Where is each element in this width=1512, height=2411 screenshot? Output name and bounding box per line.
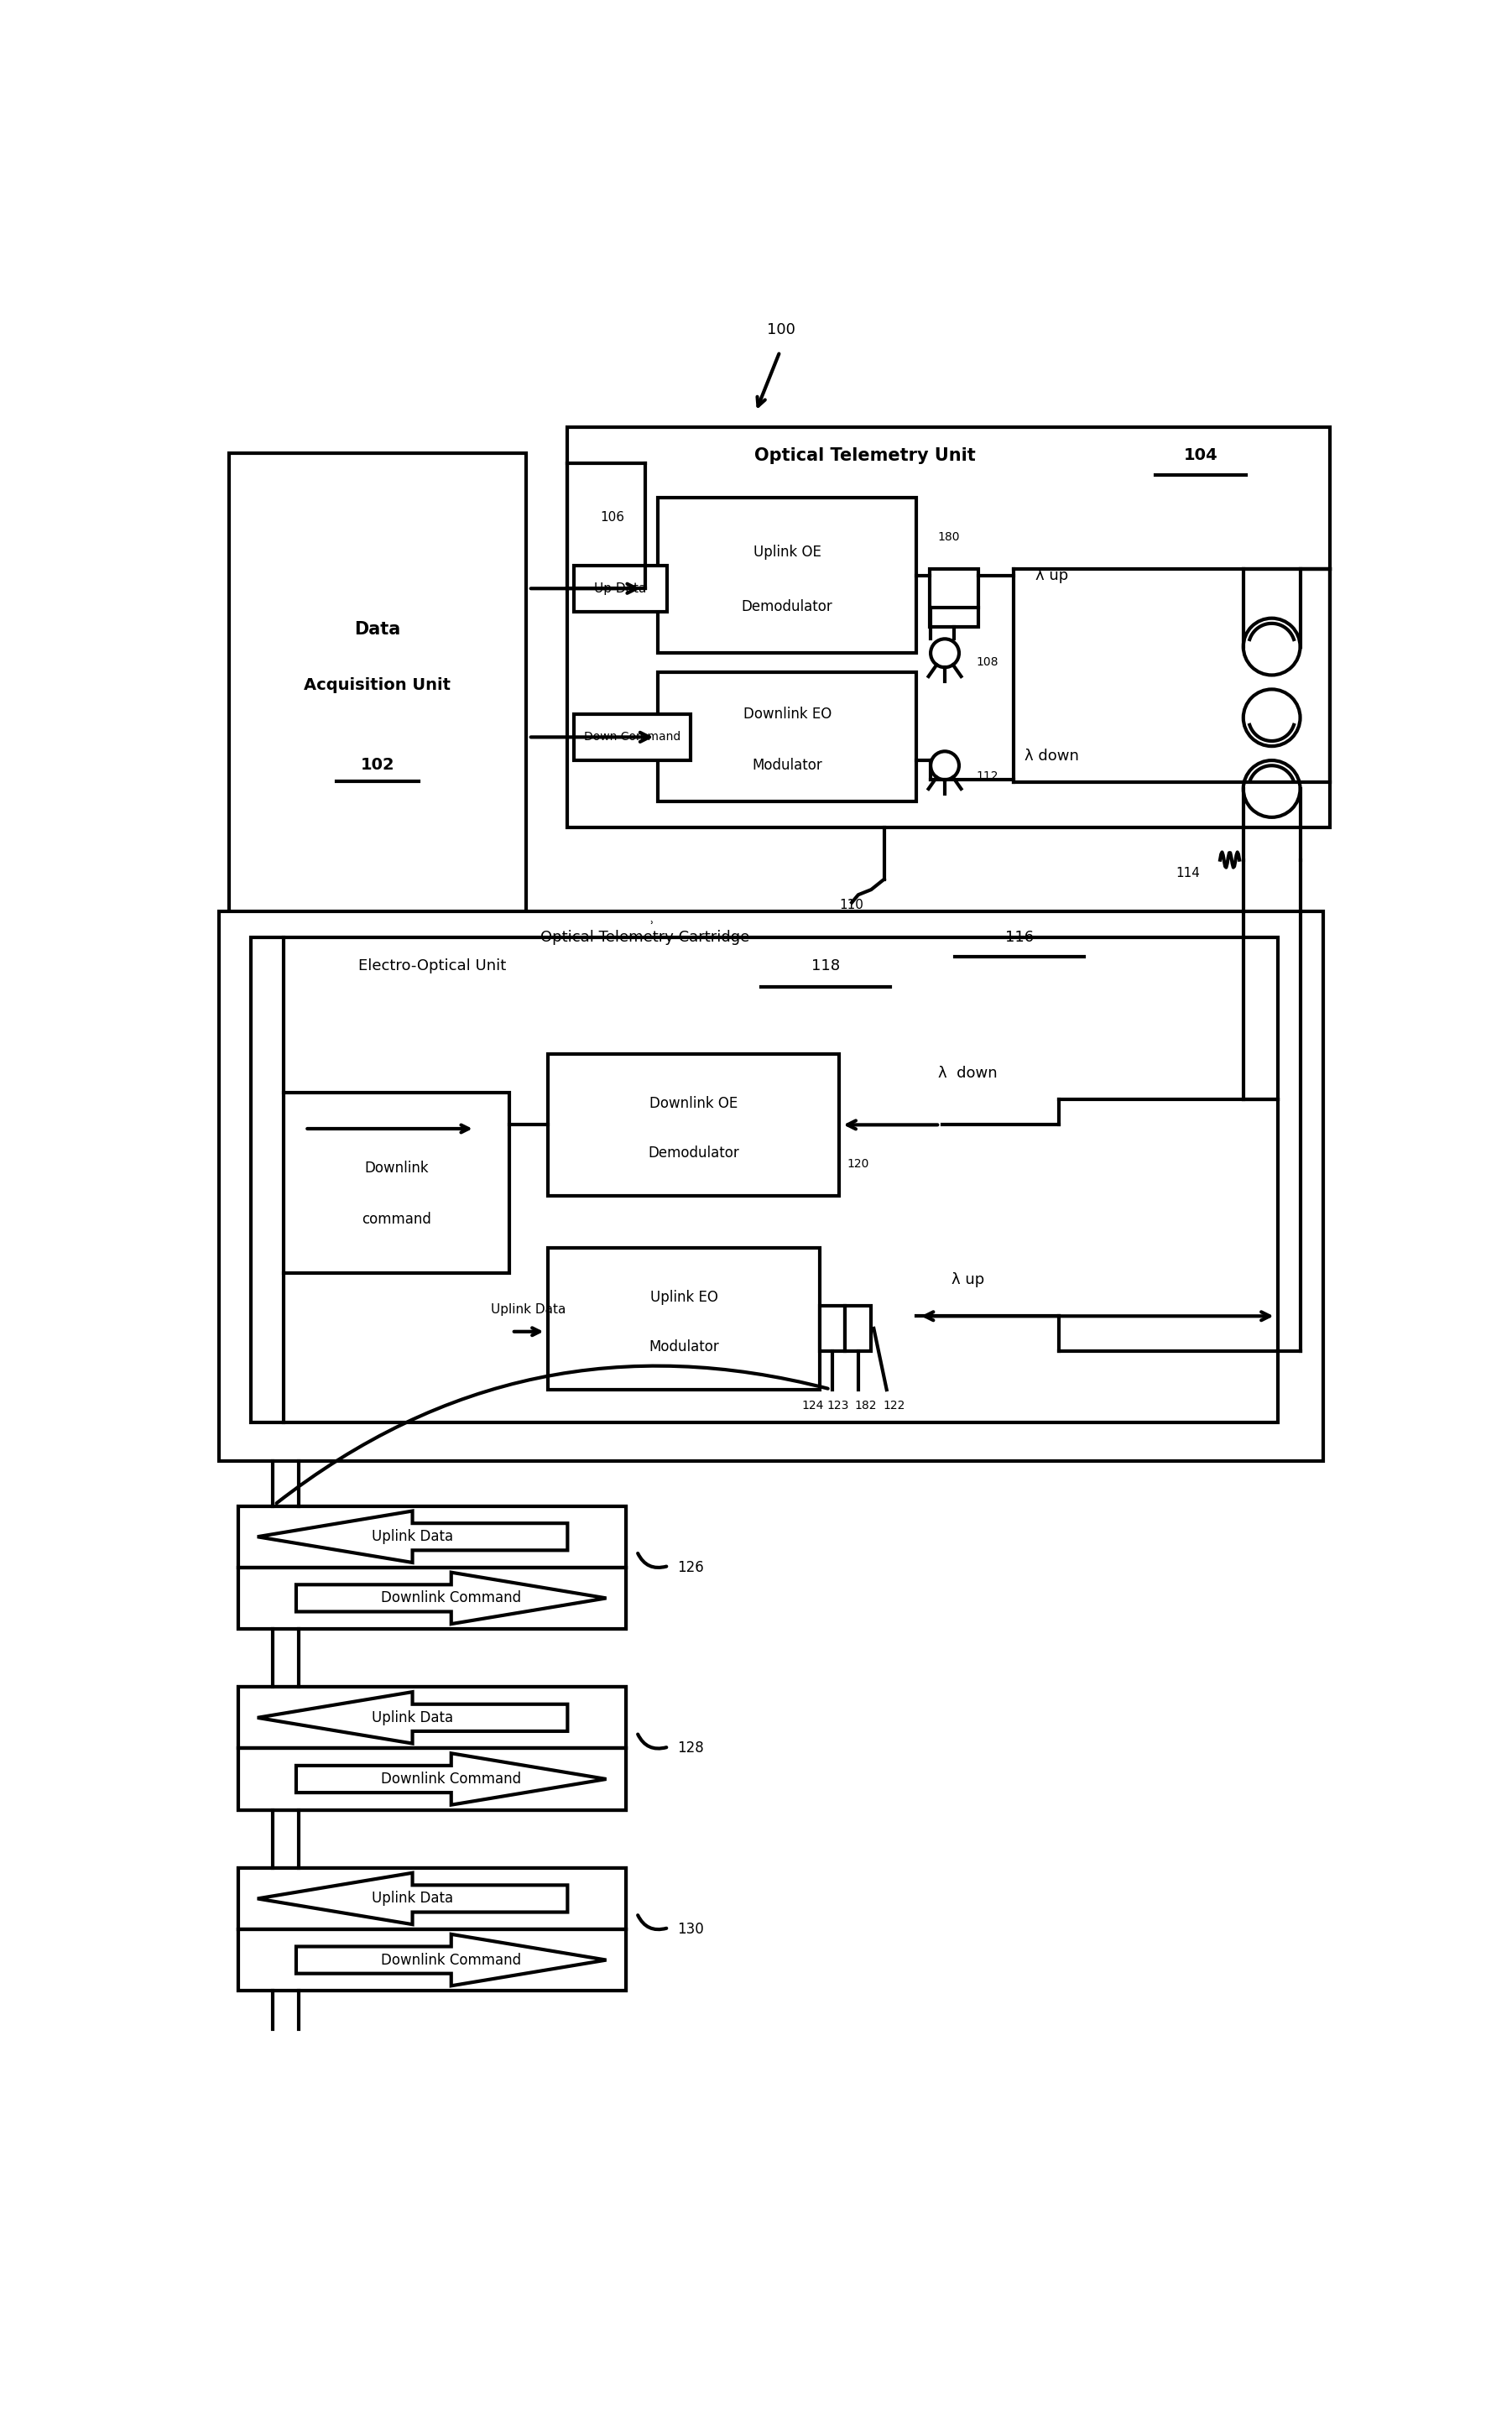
Text: 112: 112 bbox=[977, 769, 998, 781]
Text: Up Data: Up Data bbox=[594, 581, 647, 596]
Text: λ  down: λ down bbox=[939, 1066, 998, 1080]
Text: 104: 104 bbox=[1184, 448, 1217, 463]
Text: 124: 124 bbox=[801, 1398, 824, 1410]
Bar bbox=[237, 1869, 626, 1991]
Bar bbox=[549, 1054, 839, 1196]
Text: 110: 110 bbox=[839, 899, 863, 911]
Text: Downlink EO: Downlink EO bbox=[742, 706, 832, 721]
Text: 126: 126 bbox=[677, 1560, 703, 1574]
Text: Uplink Data: Uplink Data bbox=[491, 1304, 565, 1316]
Text: Demodulator: Demodulator bbox=[741, 598, 833, 615]
Bar bbox=[575, 564, 667, 612]
Text: 120: 120 bbox=[847, 1157, 869, 1169]
Text: Uplink Data: Uplink Data bbox=[372, 1709, 454, 1726]
Text: Downlink OE: Downlink OE bbox=[649, 1097, 738, 1111]
Text: 130: 130 bbox=[677, 1922, 703, 1936]
FancyArrowPatch shape bbox=[638, 1914, 667, 1929]
Bar bbox=[237, 1748, 626, 1811]
Bar bbox=[237, 1567, 626, 1630]
Text: 114: 114 bbox=[1176, 866, 1201, 880]
Bar bbox=[930, 569, 978, 627]
Text: λ up: λ up bbox=[1036, 569, 1069, 583]
Text: Downlink Command: Downlink Command bbox=[381, 1591, 522, 1606]
Text: ʾ: ʾ bbox=[650, 921, 653, 933]
Bar bbox=[549, 1246, 820, 1389]
Text: Modulator: Modulator bbox=[751, 757, 823, 774]
Text: Downlink Command: Downlink Command bbox=[381, 1953, 522, 1967]
Text: Uplink Data: Uplink Data bbox=[372, 1529, 454, 1545]
Text: 123: 123 bbox=[827, 1398, 848, 1410]
Text: 182: 182 bbox=[854, 1398, 877, 1410]
Bar bbox=[251, 938, 1278, 1422]
Text: Downlink: Downlink bbox=[364, 1162, 428, 1177]
Bar bbox=[228, 453, 526, 919]
FancyArrowPatch shape bbox=[638, 1734, 667, 1748]
Text: λ up: λ up bbox=[951, 1273, 984, 1287]
Text: Optical Telemetry Unit: Optical Telemetry Unit bbox=[754, 446, 975, 463]
Text: Uplink Data: Uplink Data bbox=[372, 1890, 454, 1907]
Bar bbox=[283, 1092, 510, 1273]
Text: 102: 102 bbox=[360, 757, 395, 772]
FancyArrowPatch shape bbox=[277, 1367, 829, 1502]
Text: 108: 108 bbox=[977, 656, 998, 668]
Bar bbox=[237, 1869, 626, 1929]
Text: 100: 100 bbox=[767, 323, 795, 338]
Text: Down Command: Down Command bbox=[584, 731, 680, 743]
Text: Electro-Optical Unit: Electro-Optical Unit bbox=[358, 957, 507, 974]
Bar bbox=[820, 1307, 845, 1350]
Bar bbox=[575, 714, 691, 759]
Text: Optical Telemetry Cartridge: Optical Telemetry Cartridge bbox=[540, 931, 750, 945]
Text: 128: 128 bbox=[677, 1741, 703, 1755]
Bar bbox=[845, 1307, 871, 1350]
Bar bbox=[219, 911, 1323, 1461]
FancyArrowPatch shape bbox=[638, 1553, 667, 1567]
Text: Data: Data bbox=[354, 622, 401, 639]
Bar bbox=[237, 1688, 626, 1748]
Text: 116: 116 bbox=[1005, 931, 1034, 945]
Bar bbox=[237, 1688, 626, 1811]
Text: Modulator: Modulator bbox=[649, 1341, 718, 1355]
Bar bbox=[567, 427, 1331, 827]
Text: 106: 106 bbox=[600, 511, 624, 523]
Text: Acquisition Unit: Acquisition Unit bbox=[304, 677, 451, 694]
Text: Uplink OE: Uplink OE bbox=[753, 545, 821, 559]
Text: 180: 180 bbox=[937, 530, 960, 542]
Text: λ down: λ down bbox=[1025, 750, 1080, 764]
Text: Uplink EO: Uplink EO bbox=[650, 1290, 718, 1304]
Text: 118: 118 bbox=[812, 957, 841, 974]
Text: Downlink Command: Downlink Command bbox=[381, 1772, 522, 1787]
Bar bbox=[658, 499, 916, 653]
Bar bbox=[237, 1507, 626, 1567]
Bar bbox=[237, 1929, 626, 1991]
Bar bbox=[237, 1507, 626, 1630]
Text: 122: 122 bbox=[883, 1398, 906, 1410]
Text: Demodulator: Demodulator bbox=[647, 1145, 739, 1160]
Text: command: command bbox=[361, 1213, 431, 1227]
Bar bbox=[658, 673, 916, 803]
